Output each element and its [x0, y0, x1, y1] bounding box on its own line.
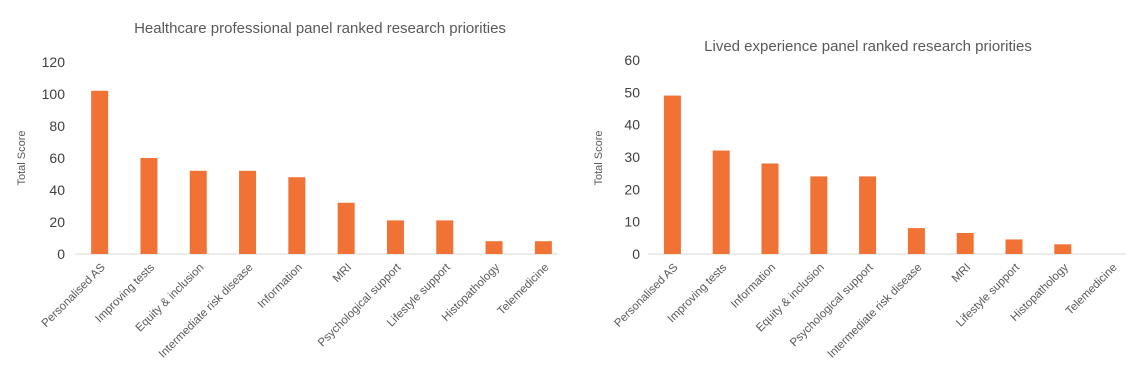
bar [140, 158, 158, 254]
bar [91, 90, 109, 254]
bar [663, 95, 681, 254]
x-tick-label: Telemedicine [1064, 262, 1120, 318]
bar [761, 163, 779, 254]
y-tick-label: 20 [49, 214, 65, 230]
x-tick-label: MRI [331, 262, 354, 285]
y-tick-label: 80 [49, 118, 65, 134]
x-tick-label: Information [256, 262, 305, 311]
bar [239, 170, 257, 254]
y-tick-label: 10 [624, 214, 640, 230]
bar [189, 170, 207, 254]
bar [534, 241, 552, 254]
y-tick-label: 0 [57, 246, 65, 262]
x-tick-label: Psychological support [788, 261, 876, 349]
x-tick-label: Psychological support [316, 261, 404, 349]
y-tick-label: 40 [624, 117, 640, 133]
chart-svg-lived-experience: Lived experience panel ranked research p… [593, 38, 1126, 361]
y-axis-label: Total Score [593, 130, 605, 185]
x-tick-label: Information [729, 262, 778, 311]
y-tick-label: 60 [624, 52, 640, 68]
bar [1005, 239, 1023, 254]
bar [337, 202, 355, 254]
bar [485, 241, 503, 254]
y-tick-label: 20 [624, 181, 640, 197]
bar [288, 177, 306, 254]
chart-lived-experience: Lived experience panel ranked research p… [568, 0, 1136, 382]
x-tick-label: Telemedicine [496, 262, 552, 318]
x-tick-label: Intermediate risk disease [826, 262, 925, 361]
x-tick-label: Intermediate risk disease [157, 262, 256, 361]
bar [1054, 244, 1072, 254]
bar [386, 220, 404, 254]
bar [859, 176, 877, 254]
y-tick-label: 120 [42, 54, 66, 70]
y-tick-label: 60 [49, 150, 65, 166]
chart-title: Healthcare professional panel ranked res… [134, 20, 506, 37]
bar [956, 232, 974, 254]
chart-healthcare-professional: Healthcare professional panel ranked res… [16, 20, 558, 361]
bar [810, 176, 828, 254]
y-tick-label: 50 [624, 84, 640, 100]
bar [907, 228, 925, 254]
y-tick-label: 100 [42, 86, 66, 102]
bar [436, 220, 454, 254]
x-tick-label: MRI [950, 262, 973, 285]
y-axis-label: Total Score [16, 130, 28, 185]
chart-svg-healthcare: Healthcare professional panel ranked res… [16, 20, 558, 361]
chart-title: Lived experience panel ranked research p… [704, 38, 1032, 55]
y-tick-label: 40 [49, 182, 65, 198]
y-tick-label: 0 [632, 246, 640, 262]
bar [712, 150, 730, 254]
y-tick-label: 30 [624, 149, 640, 165]
